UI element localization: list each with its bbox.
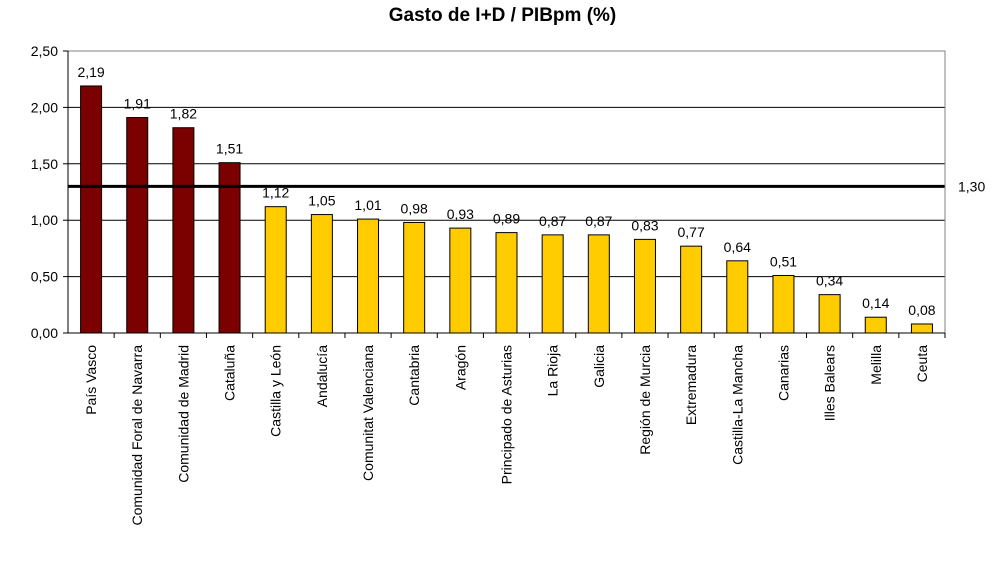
bar [495,232,518,334]
y-tick-label: 2,50 [31,43,58,59]
category-label: Comunidad de Madrid [175,345,191,483]
data-label: 0,87 [539,213,566,229]
bar [541,234,564,334]
bar [126,117,149,334]
bar [449,227,472,334]
data-label: 0,83 [631,217,658,233]
data-label: 0,34 [816,273,843,289]
y-tick-label: 0,50 [31,269,58,285]
chart-title: Gasto de I+D / PIBpm (%) [388,5,617,26]
data-label: 0,51 [770,253,797,269]
data-label: 1,05 [308,193,335,209]
category-label: Galicia [591,345,607,388]
category-label: Andalucía [314,345,330,407]
reference-line-label: 1,30 [958,178,985,194]
data-label: 2,19 [77,64,104,80]
category-label: Illes Balears [822,345,838,421]
bar [818,294,841,334]
bar [310,214,333,334]
category-label: Melilla [868,345,884,385]
category-label: La Rioja [545,345,561,397]
data-label: 0,89 [493,211,520,227]
category-label: Aragón [452,345,468,390]
bar [633,238,656,334]
data-label: 1,01 [354,197,381,213]
bar [680,245,703,334]
bar [172,127,195,334]
bar [910,323,933,334]
category-label: Canarias [775,345,791,401]
bar [218,162,241,334]
data-label: 0,64 [724,239,751,255]
bar [864,316,887,334]
data-label: 1,91 [124,96,151,112]
bar [264,206,287,334]
data-label: 0,87 [585,213,612,229]
data-label: 0,08 [908,302,935,318]
category-label: Extremadura [683,345,699,425]
category-label: Castilla y León [268,345,284,437]
bar [772,274,795,334]
data-label: 0,98 [401,200,428,216]
bar [357,218,380,334]
category-label: Principado de Asturias [499,345,515,484]
y-tick-label: 2,00 [31,99,58,115]
category-label: Comunitat Valenciana [360,345,376,481]
category-label: Cataluña [222,345,238,401]
data-label: 1,51 [216,141,243,157]
bar [726,260,749,334]
y-tick-label: 1,50 [31,156,58,172]
bar [587,234,610,334]
data-label: 0,14 [862,295,889,311]
data-label: 0,93 [447,206,474,222]
category-label: País Vasco [83,345,99,415]
category-label: Cantabria [406,345,422,406]
bar [403,221,426,334]
y-tick-label: 1,00 [31,212,58,228]
category-label: Castilla-La Mancha [729,345,745,465]
category-label: Región de Murcia [637,345,653,455]
data-label: 1,12 [262,185,289,201]
data-label: 1,82 [170,106,197,122]
y-tick-label: 0,00 [31,325,58,341]
category-label: Comunidad Foral de Navarra [129,345,145,526]
category-label: Ceuta [914,345,930,383]
bar [80,85,103,334]
data-label: 0,77 [678,224,705,240]
